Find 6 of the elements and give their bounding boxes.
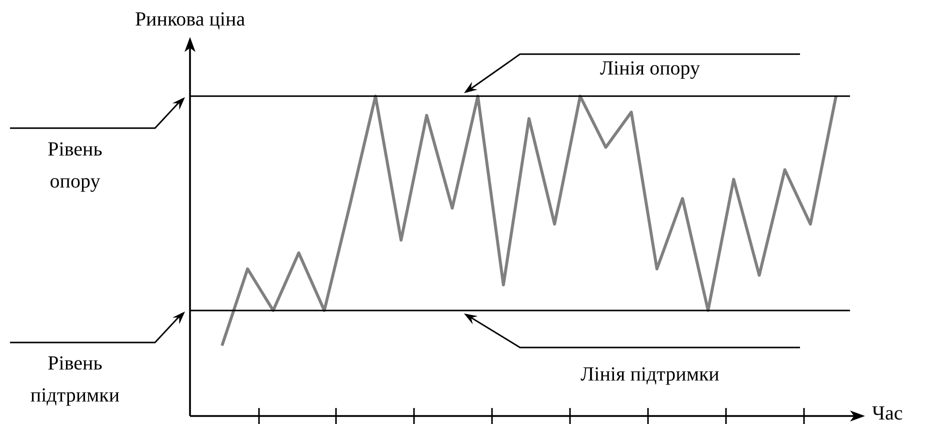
x-axis-title: Час [872,402,903,424]
text: Рівень підтримки [30,352,120,407]
y-axis-title: Ринкова ціна [134,8,246,30]
ref-line-label: Лінія підтримки [580,364,720,386]
text: Рівень опору [48,138,102,192]
ref-line-label: Лінія опору [600,57,700,80]
